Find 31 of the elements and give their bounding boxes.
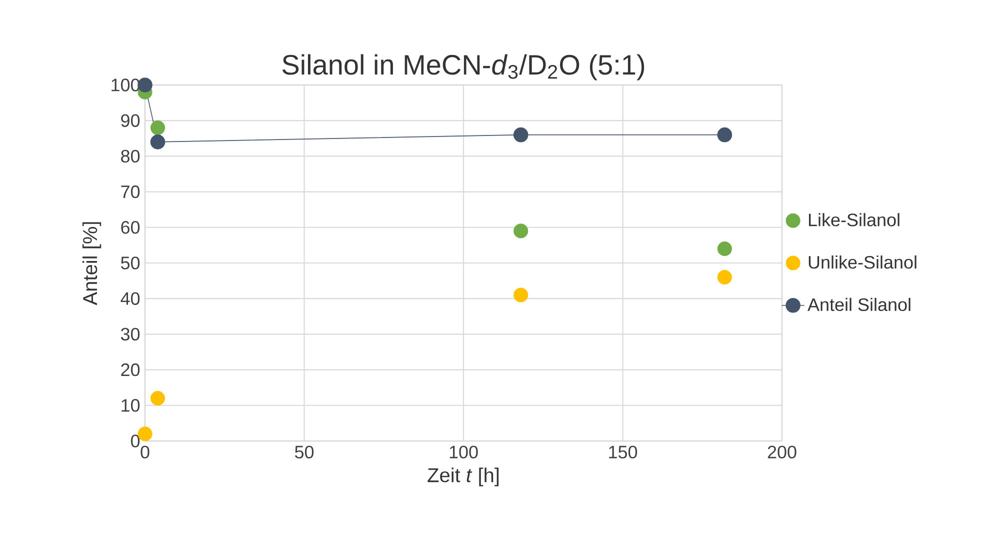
legend-label: Anteil Silanol <box>808 298 910 312</box>
y-axis-title: Anteil [%] <box>82 222 102 306</box>
point <box>717 241 732 256</box>
y-tick-label: 0 <box>131 434 140 448</box>
x-tick-label: 50 <box>294 446 314 458</box>
x-tick-label: 100 <box>450 446 478 458</box>
point <box>717 127 732 142</box>
chart-title: Silanol in MeCN-d$_{3}$/D$_{2}$O (5:1) <box>282 54 644 80</box>
x-tick-label: 200 <box>768 446 796 458</box>
point <box>514 288 528 302</box>
point <box>138 78 152 92</box>
y-tick-label: 60 <box>121 221 140 234</box>
y-tick-label: 80 <box>121 150 140 163</box>
point <box>150 391 166 406</box>
y-tick-label: 40 <box>120 292 140 305</box>
y-tick-label: 20 <box>121 363 140 376</box>
legend-label: Unlike-Silanol <box>808 255 916 269</box>
y-tick-label: 90 <box>121 114 140 127</box>
point <box>717 270 732 284</box>
y-tick-label: 50 <box>120 256 140 270</box>
point <box>150 134 166 150</box>
x-axis-title: Zeit t [h] <box>428 468 499 486</box>
y-tick-label: 30 <box>120 328 140 341</box>
legend-label: Like-Silanol <box>808 213 900 226</box>
point <box>150 120 166 135</box>
y-tick-label: 70 <box>121 185 140 198</box>
y-tick-label: 10 <box>122 399 140 412</box>
x-tick-label: 150 <box>609 446 638 458</box>
x-tick-label: 0 <box>140 446 150 458</box>
point <box>514 224 528 238</box>
point <box>513 127 528 142</box>
